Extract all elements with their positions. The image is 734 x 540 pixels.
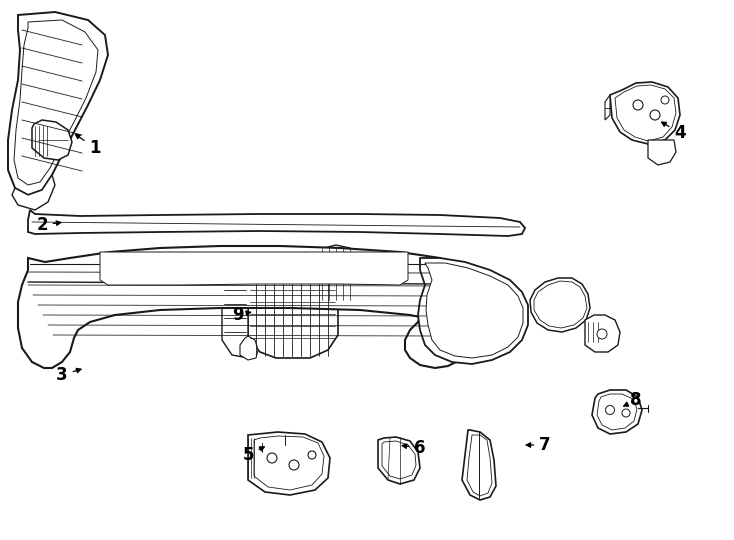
Text: 9: 9 [232,306,250,324]
Text: 3: 3 [57,366,81,384]
Polygon shape [100,252,408,285]
Polygon shape [254,436,324,490]
Polygon shape [248,268,338,358]
Polygon shape [378,437,420,484]
Polygon shape [320,245,362,300]
Polygon shape [462,430,496,500]
Polygon shape [585,315,620,352]
Polygon shape [32,120,72,160]
Circle shape [650,110,660,120]
Text: 2: 2 [36,216,61,234]
Polygon shape [240,336,258,360]
Text: 1: 1 [76,134,101,157]
Polygon shape [382,441,416,479]
Polygon shape [14,20,98,185]
Polygon shape [418,258,528,364]
Polygon shape [605,95,610,120]
Polygon shape [18,246,468,368]
Text: 8: 8 [624,391,642,409]
Text: 7: 7 [526,436,550,454]
Text: 4: 4 [661,122,686,142]
Circle shape [576,292,584,300]
Circle shape [267,453,277,463]
Polygon shape [530,278,590,332]
Circle shape [550,297,566,313]
Circle shape [308,451,316,459]
Polygon shape [425,263,523,358]
Circle shape [661,96,669,104]
Polygon shape [467,435,492,496]
Polygon shape [222,268,248,358]
Polygon shape [28,210,525,236]
Polygon shape [648,140,676,165]
Polygon shape [8,12,108,195]
Polygon shape [597,394,637,430]
Text: 6: 6 [402,439,426,457]
Polygon shape [12,175,55,210]
Circle shape [597,329,607,339]
Polygon shape [615,85,676,141]
Circle shape [622,409,630,417]
Polygon shape [248,432,330,495]
Polygon shape [592,390,642,434]
Circle shape [289,460,299,470]
Text: 5: 5 [242,446,264,464]
Circle shape [606,406,614,415]
Circle shape [565,313,575,323]
Polygon shape [610,82,680,144]
Circle shape [633,100,643,110]
Polygon shape [534,281,587,328]
